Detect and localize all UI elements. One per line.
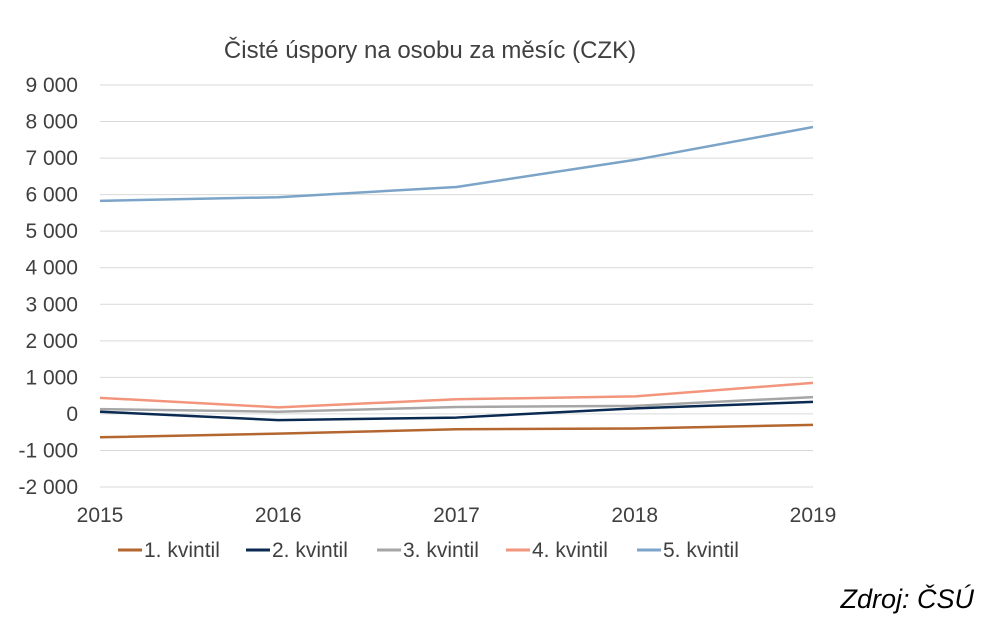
x-tick-label: 2017: [433, 504, 480, 527]
series-line: [99, 381, 814, 409]
y-tick-label: -2 000: [18, 476, 78, 499]
series-layer: [99, 125, 814, 439]
legend-label: 4. kvintil: [532, 539, 608, 562]
y-tick-label: 6 000: [25, 184, 78, 207]
series-line: [99, 400, 814, 422]
y-tick-label: -1 000: [18, 439, 78, 462]
legend-label: 3. kvintil: [403, 539, 479, 562]
x-tick-label: 2018: [611, 504, 658, 527]
series-line: [99, 395, 814, 413]
legend-label: 2. kvintil: [272, 539, 348, 562]
x-tick-label: 2015: [77, 504, 124, 527]
y-tick-label: 4 000: [25, 257, 78, 280]
y-tick-label: 0: [66, 403, 78, 426]
x-axis: 2015 2016 2017 2018 2019: [77, 504, 837, 527]
legend-label: 1. kvintil: [144, 539, 220, 562]
series-line: [99, 125, 814, 203]
y-axis: -2 000 -1 000 0 1 000 2 000 3 000 4 000 5 000 6 …: [18, 74, 78, 499]
y-tick-label: 1 000: [25, 366, 78, 389]
grid-layer: [100, 84, 813, 488]
y-tick-label: 9 000: [25, 74, 78, 97]
y-tick-label: 5 000: [25, 220, 78, 243]
legend: 1. kvintil 2. kvintil 3. kvintil 4. kvintil…: [118, 539, 739, 562]
legend-label: 5. kvintil: [663, 539, 739, 562]
y-tick-label: 3 000: [25, 293, 78, 316]
y-tick-label: 7 000: [25, 147, 78, 170]
source-note: Zdroj: ČSÚ: [840, 584, 974, 614]
y-tick-label: 8 000: [25, 111, 78, 134]
series-line: [99, 423, 814, 439]
y-tick-label: 2 000: [25, 330, 78, 353]
x-tick-label: 2016: [255, 504, 302, 527]
x-tick-label: 2019: [790, 504, 837, 527]
chart-title: Čisté úspory na osobu za měsíc (CZK): [224, 36, 636, 64]
